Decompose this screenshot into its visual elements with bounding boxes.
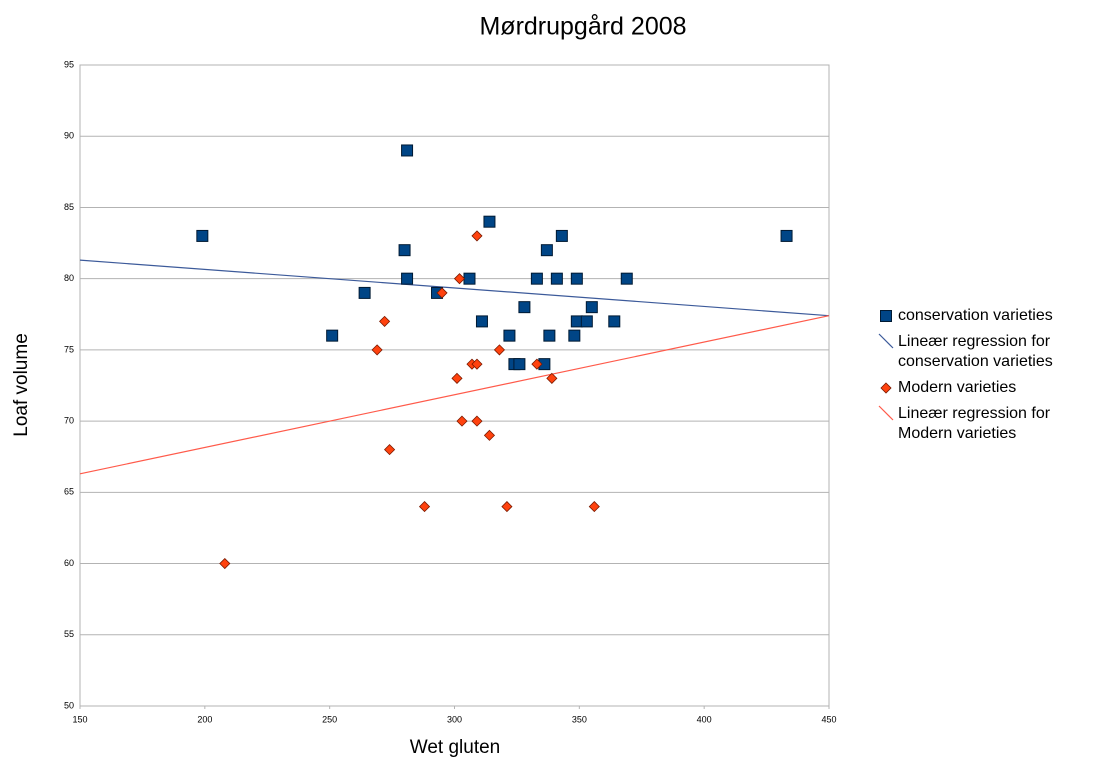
- square-point: [608, 315, 621, 328]
- square-point: [580, 315, 593, 328]
- regression-line: [79, 315, 830, 475]
- square-point: [780, 229, 793, 242]
- legend-line: [878, 333, 894, 349]
- y-tick-label: 75: [64, 344, 74, 354]
- legend-symbol: [880, 310, 892, 322]
- square-point: [620, 272, 633, 285]
- square-point: [401, 144, 414, 157]
- legend-item: Lineær regression for Modern varieties: [878, 404, 1088, 444]
- diamond-point: [546, 372, 558, 384]
- square-point: [585, 301, 598, 314]
- diamond-point: [471, 230, 483, 242]
- legend-label: Modern varieties: [898, 379, 1017, 396]
- square-point: [503, 329, 516, 342]
- diamond-point: [219, 557, 231, 570]
- square-point: [475, 315, 488, 328]
- square-point: [568, 329, 581, 342]
- y-tick-label: 80: [64, 273, 74, 283]
- square-point: [543, 329, 556, 342]
- legend-label: Lineær regression for conservation varie…: [898, 333, 1053, 370]
- square-point: [570, 272, 583, 285]
- diamond-point: [483, 429, 496, 441]
- x-axis-title: Wet gluten: [410, 737, 500, 758]
- diamond-point: [501, 501, 513, 513]
- legend-symbol: [878, 405, 894, 421]
- diamond-point: [880, 382, 892, 394]
- diamond-point: [531, 358, 543, 370]
- diamond-point: [436, 287, 448, 299]
- diamond-point: [493, 344, 506, 356]
- y-axis-title: Loaf volume: [11, 333, 32, 437]
- x-tick-label: 200: [197, 714, 212, 724]
- y-tick-label: 70: [64, 415, 74, 425]
- legend-symbol: [880, 382, 892, 394]
- square-point: [518, 301, 531, 314]
- regression-line: [79, 259, 830, 317]
- square-point: [540, 244, 553, 257]
- plot-area: [79, 64, 830, 707]
- diamond-point: [451, 372, 463, 384]
- diamond-point: [471, 415, 483, 427]
- legend-item: Lineær regression for conservation varie…: [878, 332, 1088, 372]
- diamond-point: [453, 273, 466, 285]
- legend-item: Modern varieties: [878, 378, 1088, 398]
- diamond-point: [456, 415, 468, 427]
- square-point: [530, 272, 543, 285]
- x-tick-label: 350: [572, 714, 587, 724]
- diamond-point: [371, 344, 383, 356]
- diamond-point: [588, 501, 600, 513]
- diamond-point: [379, 315, 391, 327]
- square-point: [550, 272, 563, 285]
- diamond-point: [418, 501, 431, 513]
- y-tick-label: 90: [64, 131, 74, 141]
- square-point: [401, 272, 414, 285]
- square-point: [358, 286, 371, 299]
- legend-label: conservation varieties: [898, 307, 1053, 324]
- legend-line: [878, 405, 894, 421]
- diamond-point: [471, 358, 483, 370]
- legend-label: Lineær regression for Modern varieties: [898, 405, 1051, 442]
- legend-item: conservation varieties: [878, 306, 1088, 326]
- square-point: [196, 229, 209, 242]
- x-tick-label: 400: [697, 714, 712, 724]
- square-point: [880, 310, 892, 322]
- x-tick-label: 150: [72, 714, 87, 724]
- y-tick-label: 50: [64, 700, 74, 710]
- square-point: [398, 244, 411, 257]
- square-point: [513, 358, 526, 371]
- y-tick-label: 85: [64, 202, 74, 212]
- x-tick-label: 250: [322, 714, 337, 724]
- legend: conservation varieties Lineær regression …: [878, 306, 1088, 450]
- square-point: [483, 215, 496, 228]
- square-point: [570, 315, 583, 328]
- x-tick-label: 450: [821, 714, 836, 724]
- square-point: [555, 229, 568, 242]
- y-tick-label: 65: [64, 487, 74, 497]
- legend-symbol: [878, 333, 894, 349]
- x-tick-label: 300: [447, 714, 462, 724]
- square-point: [326, 329, 339, 342]
- diamond-point: [384, 444, 396, 456]
- y-tick-label: 55: [64, 629, 74, 639]
- y-tick-label: 95: [64, 59, 74, 69]
- chart-title: Mørdrupgård 2008: [479, 13, 686, 41]
- square-point: [463, 272, 476, 285]
- y-tick-label: 60: [64, 558, 74, 568]
